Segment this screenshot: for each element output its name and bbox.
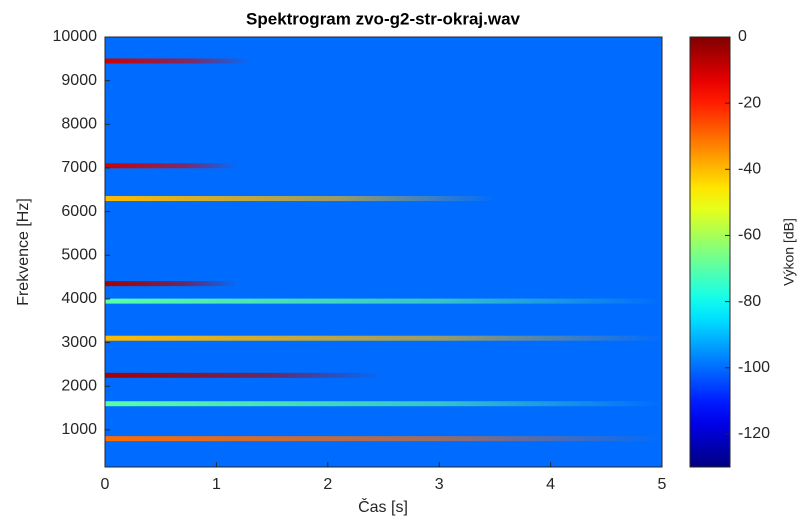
- spectral-line: [105, 401, 662, 407]
- colorbar-tick-label: 0: [738, 28, 747, 45]
- spectral-line: [105, 196, 495, 202]
- y-tick-label: 4000: [61, 290, 97, 307]
- colorbar-tick-label: -120: [738, 425, 770, 442]
- y-tick-label: 5000: [61, 246, 97, 263]
- colorbar-label: Výkon [dB]: [781, 218, 797, 286]
- y-tick-label: 6000: [61, 203, 97, 220]
- spectral-line: [105, 58, 250, 64]
- y-tick-label: 1000: [61, 421, 97, 438]
- y-tick-label: 10000: [53, 28, 98, 45]
- y-tick-label: 8000: [61, 116, 97, 133]
- y-tick-label: 9000: [61, 72, 97, 89]
- colorbar-tick-label: -60: [738, 227, 761, 244]
- x-axis-label: Čas [s]: [358, 497, 408, 516]
- spectral-line: [105, 372, 384, 378]
- y-tick-label: 3000: [61, 334, 97, 351]
- x-tick-label: 5: [658, 476, 667, 493]
- spectral-line: [105, 163, 239, 169]
- colorbar-tick-label: -40: [738, 161, 761, 178]
- colorbar: [689, 36, 731, 468]
- chart-title: Spektrogram zvo-g2-str-okraj.wav: [246, 9, 521, 28]
- spectral-line: [105, 335, 662, 341]
- spectral-line: [105, 436, 662, 442]
- x-tick-label: 3: [435, 476, 444, 493]
- colorbar-tick-label: -100: [738, 359, 770, 376]
- spectral-line: [105, 281, 239, 287]
- colorbar-tick-label: -80: [738, 293, 761, 310]
- noise-floor: [105, 37, 662, 467]
- plot-frame: [104, 36, 663, 468]
- y-axis-label: Frekvence [Hz]: [15, 198, 32, 306]
- x-tick-label: 0: [101, 476, 110, 493]
- spectral-line: [105, 298, 662, 304]
- y-tick-label: 7000: [61, 159, 97, 176]
- x-tick-label: 4: [546, 476, 555, 493]
- colorbar-tick-label: -20: [738, 94, 761, 111]
- y-tick-label: 2000: [61, 377, 97, 394]
- x-tick-label: 2: [323, 476, 332, 493]
- x-tick-label: 1: [212, 476, 221, 493]
